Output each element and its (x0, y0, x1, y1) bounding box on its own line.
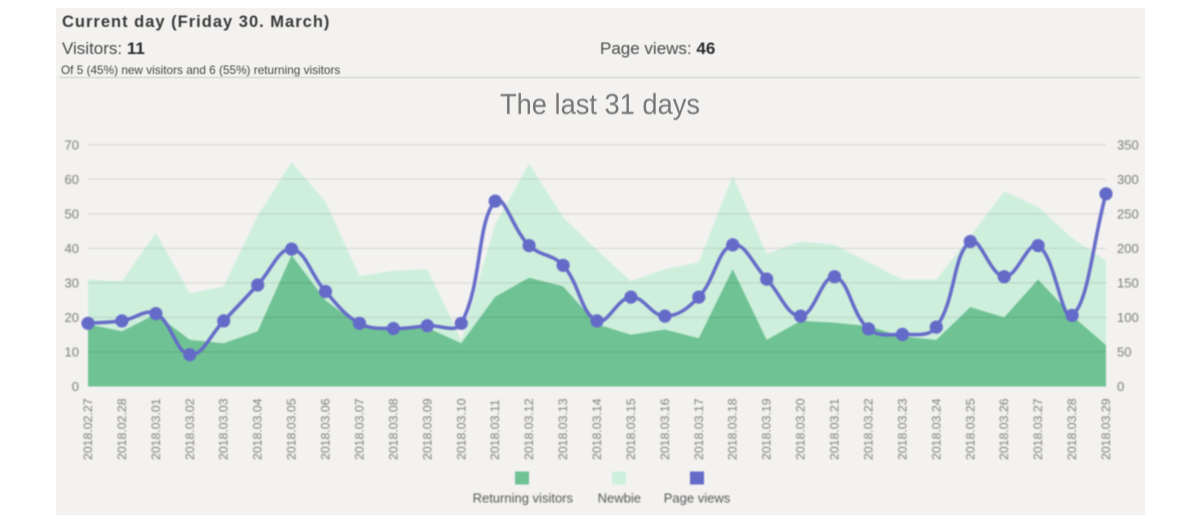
svg-text:2018.02.28: 2018.02.28 (115, 398, 129, 460)
svg-text:2018.03.25: 2018.03.25 (963, 398, 977, 460)
svg-text:2018.03.09: 2018.03.09 (420, 398, 434, 460)
svg-text:2018.03.14: 2018.03.14 (590, 398, 604, 460)
svg-text:2018.03.12: 2018.03.12 (522, 398, 536, 460)
svg-text:2018.03.07: 2018.03.07 (353, 398, 367, 460)
svg-text:2018.03.06: 2018.03.06 (319, 398, 333, 460)
svg-text:2018.03.02: 2018.03.02 (183, 398, 197, 460)
svg-text:Newbie: Newbie (598, 491, 641, 506)
svg-text:250: 250 (1117, 206, 1139, 221)
svg-text:2018.03.19: 2018.03.19 (760, 398, 774, 460)
svg-text:2018.03.20: 2018.03.20 (794, 398, 808, 460)
svg-text:2018.03.05: 2018.03.05 (285, 398, 299, 460)
svg-text:2018.03.11: 2018.03.11 (488, 399, 502, 460)
svg-text:50: 50 (1117, 345, 1131, 360)
svg-text:40: 40 (65, 241, 79, 256)
svg-text:300: 300 (1117, 172, 1139, 187)
svg-text:Returning visitors: Returning visitors (473, 491, 574, 506)
svg-text:2018.03.10: 2018.03.10 (454, 398, 468, 460)
svg-text:2018.03.26: 2018.03.26 (997, 398, 1011, 460)
svg-text:20: 20 (65, 310, 79, 325)
svg-text:150: 150 (1117, 275, 1139, 290)
svg-text:60: 60 (65, 172, 79, 187)
svg-text:2018.03.24: 2018.03.24 (929, 398, 943, 460)
svg-text:2018.03.17: 2018.03.17 (692, 398, 706, 460)
svg-text:2018.03.16: 2018.03.16 (658, 398, 672, 460)
svg-text:Page views: Page views (664, 491, 731, 506)
svg-text:2018.03.28: 2018.03.28 (1065, 398, 1079, 460)
svg-text:2018.03.22: 2018.03.22 (862, 398, 876, 460)
svg-text:2018.03.23: 2018.03.23 (895, 398, 909, 460)
svg-text:2018.03.29: 2018.03.29 (1099, 398, 1113, 460)
svg-text:2018.03.01: 2018.03.01 (149, 398, 163, 460)
svg-text:10: 10 (65, 345, 79, 360)
svg-text:2018.03.15: 2018.03.15 (624, 398, 638, 460)
svg-text:2018.03.21: 2018.03.21 (828, 398, 842, 460)
svg-text:2018.03.08: 2018.03.08 (386, 398, 400, 460)
svg-text:2018.02.27: 2018.02.27 (81, 398, 95, 460)
svg-text:50: 50 (65, 206, 79, 221)
svg-text:2018.03.03: 2018.03.03 (217, 398, 231, 460)
svg-text:70: 70 (65, 137, 79, 152)
svg-text:2018.03.27: 2018.03.27 (1031, 398, 1045, 460)
svg-text:2018.03.18: 2018.03.18 (726, 398, 740, 460)
svg-text:2018.03.13: 2018.03.13 (556, 398, 570, 460)
svg-text:100: 100 (1117, 310, 1139, 325)
svg-text:350: 350 (1117, 137, 1139, 152)
svg-text:0: 0 (72, 379, 79, 394)
svg-text:2018.03.04: 2018.03.04 (251, 398, 265, 460)
svg-text:200: 200 (1117, 241, 1139, 256)
svg-text:30: 30 (65, 275, 79, 290)
svg-text:0: 0 (1117, 379, 1124, 394)
